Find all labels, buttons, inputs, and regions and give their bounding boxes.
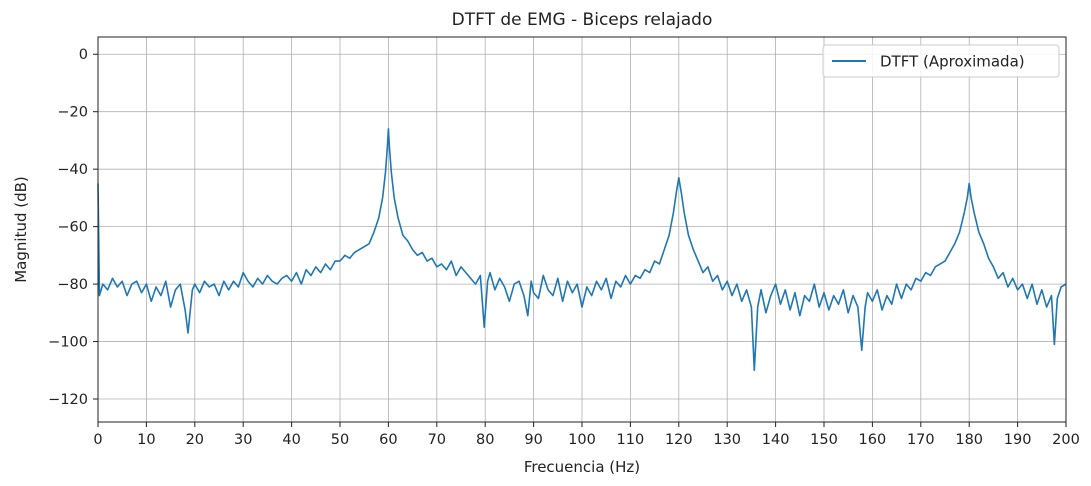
y-tick-label: −20 bbox=[57, 105, 88, 121]
legend-label: DTFT (Aproximada) bbox=[880, 53, 1025, 71]
series-line bbox=[97, 128, 1067, 372]
x-axis: 0 10 20 30 40 50 60 70 80 90 100 110 120 130 140 150 160… bbox=[93, 422, 1080, 448]
x-tick-label: 170 bbox=[907, 432, 935, 448]
x-tick-label: 50 bbox=[331, 432, 349, 448]
legend: DTFT (Aproximada) bbox=[822, 44, 1060, 78]
x-tick-label: 160 bbox=[859, 432, 887, 448]
x-tick-label: 10 bbox=[137, 432, 155, 448]
x-tick-label: 0 bbox=[93, 432, 102, 448]
x-tick-label: 40 bbox=[282, 432, 300, 448]
x-axis-label: Frecuencia (Hz) bbox=[524, 458, 640, 476]
y-tick-label: −120 bbox=[48, 392, 88, 408]
y-tick-label: 0 bbox=[79, 47, 88, 63]
x-tick-label: 30 bbox=[234, 432, 252, 448]
x-tick-label: 70 bbox=[428, 432, 446, 448]
y-tick-label: −60 bbox=[57, 220, 88, 236]
grid bbox=[97, 37, 1067, 422]
y-tick-label: −100 bbox=[48, 335, 88, 351]
x-tick-label: 60 bbox=[379, 432, 397, 448]
x-tick-label: 80 bbox=[476, 432, 494, 448]
x-tick-label: 90 bbox=[524, 432, 542, 448]
x-tick-label: 20 bbox=[186, 432, 204, 448]
y-tick-label: −40 bbox=[57, 162, 88, 178]
x-tick-label: 110 bbox=[617, 432, 645, 448]
x-tick-label: 130 bbox=[713, 432, 741, 448]
y-axis: 0 −20 −40 −60 −80 −100 −120 bbox=[48, 47, 98, 408]
legend-box bbox=[822, 44, 1060, 78]
x-tick-label: 190 bbox=[1004, 432, 1032, 448]
x-tick-label: 200 bbox=[1052, 432, 1080, 448]
x-tick-label: 100 bbox=[568, 432, 596, 448]
y-tick-label: −80 bbox=[57, 277, 88, 293]
x-tick-label: 180 bbox=[955, 432, 983, 448]
chart-title: DTFT de EMG - Biceps relajado bbox=[452, 10, 713, 30]
x-tick-label: 140 bbox=[762, 432, 790, 448]
y-axis-label: Magnitud (dB) bbox=[12, 176, 30, 283]
series-layer bbox=[97, 128, 1067, 372]
x-tick-label: 120 bbox=[665, 432, 693, 448]
x-tick-label: 150 bbox=[810, 432, 838, 448]
